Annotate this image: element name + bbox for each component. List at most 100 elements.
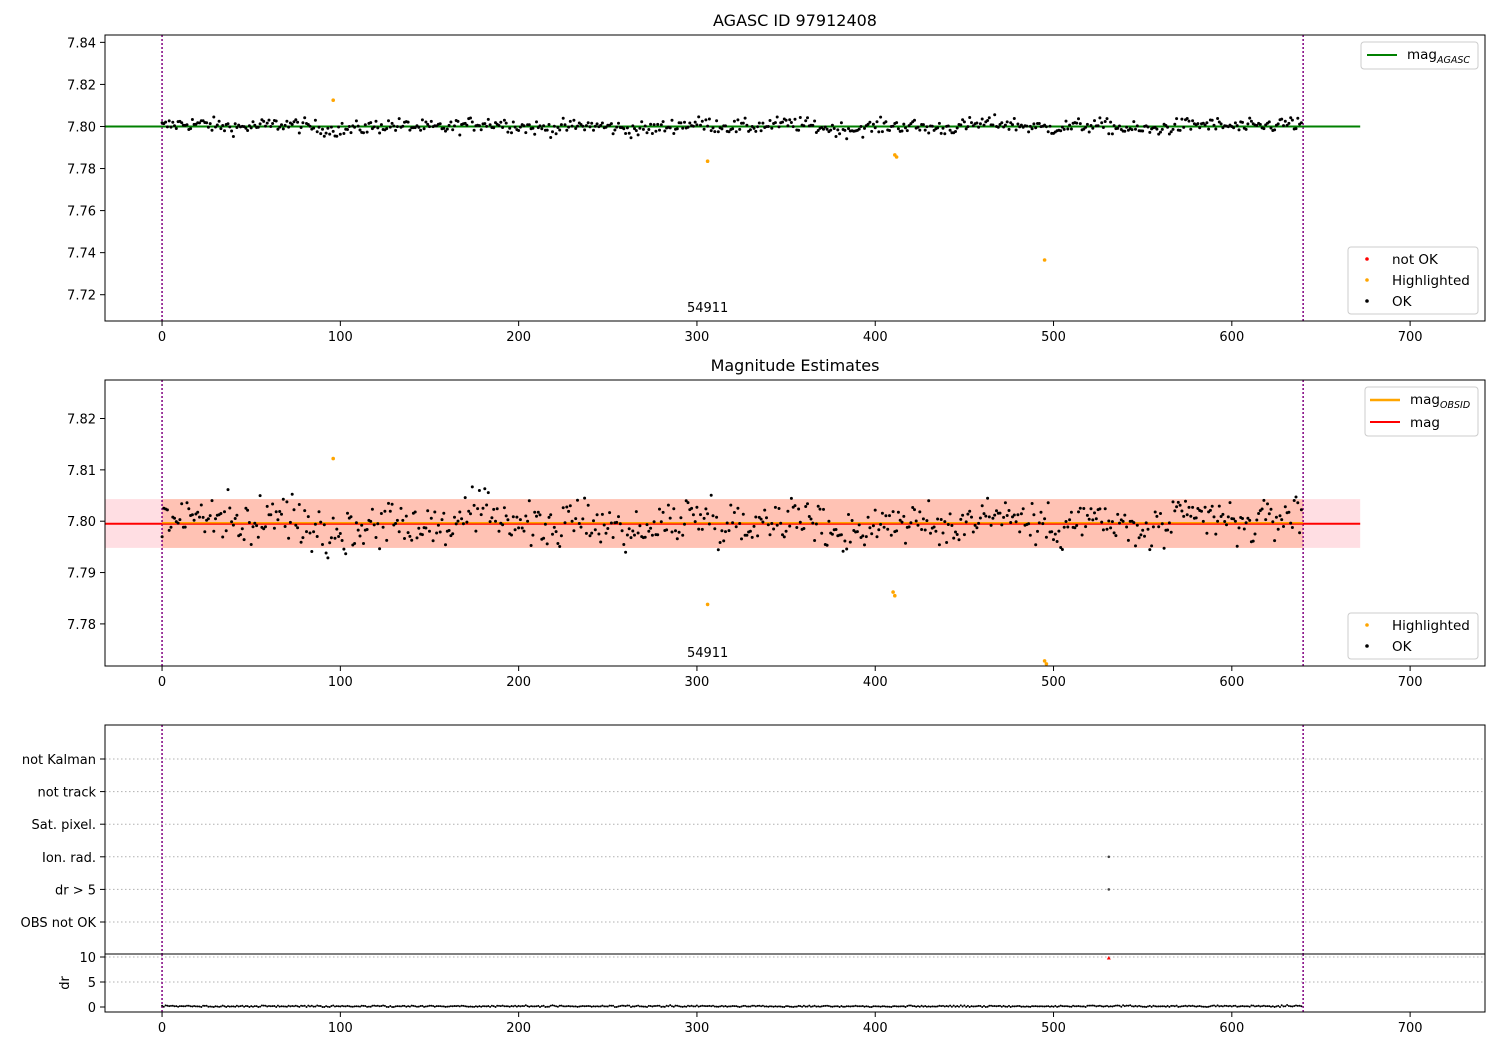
data-point-ok xyxy=(611,536,615,539)
dr-point xyxy=(1020,1005,1023,1008)
data-point-ok xyxy=(715,515,719,519)
dr-point xyxy=(765,1005,768,1008)
data-point-ok xyxy=(1134,544,1137,548)
data-point-ok xyxy=(968,509,972,513)
dr-point xyxy=(483,1005,486,1008)
data-point-ok xyxy=(980,504,984,508)
dr-point xyxy=(726,1005,729,1008)
data-point-ok xyxy=(722,539,726,543)
data-point-ok xyxy=(579,525,583,529)
data-point-ok xyxy=(973,523,977,527)
data-point-ok xyxy=(317,125,321,129)
dr-point xyxy=(1107,1005,1110,1008)
dr-point xyxy=(394,1005,397,1008)
data-point-ok xyxy=(836,128,840,132)
data-point-ok xyxy=(504,514,508,518)
data-point-ok xyxy=(839,121,843,125)
data-point-ok xyxy=(786,509,790,513)
dr-point xyxy=(904,1006,907,1008)
dr-point xyxy=(890,1006,893,1008)
dr-point xyxy=(410,1004,413,1007)
dr-point xyxy=(1300,1005,1303,1008)
data-point-ok xyxy=(278,510,282,513)
data-point-ok xyxy=(984,514,988,518)
dr-axis-label: dr xyxy=(58,976,73,990)
dr-point xyxy=(1204,1005,1207,1008)
data-point-ok xyxy=(1276,527,1280,531)
data-point-ok xyxy=(531,533,535,537)
dr-point xyxy=(740,1005,743,1008)
data-point-ok xyxy=(378,131,382,135)
dr-point xyxy=(478,1005,481,1008)
data-point-ok xyxy=(1173,122,1177,126)
data-point-ok xyxy=(438,122,442,126)
dr-point xyxy=(312,1005,315,1008)
dr-point xyxy=(430,1004,433,1007)
dr-point xyxy=(1056,1005,1059,1008)
data-point-ok xyxy=(308,124,312,128)
data-point-ok xyxy=(738,522,742,525)
data-point-ok xyxy=(376,522,380,526)
data-point-ok xyxy=(711,514,715,518)
dr-point xyxy=(1061,1005,1064,1008)
data-point-ok xyxy=(214,517,217,521)
dr-point xyxy=(590,1005,593,1008)
data-point-ok xyxy=(299,126,303,129)
dr-point xyxy=(521,1005,524,1007)
data-point-ok xyxy=(1237,128,1241,132)
data-point-ok xyxy=(183,525,187,529)
data-point-ok xyxy=(1039,510,1043,514)
dr-point xyxy=(756,1004,759,1007)
data-point-ok xyxy=(1244,127,1248,131)
data-point-ok xyxy=(1146,527,1150,531)
data-point-ok xyxy=(1205,531,1209,535)
data-point-ok xyxy=(404,514,408,518)
dr-point xyxy=(1147,1005,1149,1008)
data-point-ok xyxy=(1118,521,1121,525)
data-point-ok xyxy=(264,124,267,128)
dr-point xyxy=(578,1005,581,1008)
dr-point xyxy=(264,1004,267,1007)
data-point-ok xyxy=(1200,509,1203,513)
data-point-ok xyxy=(843,128,847,132)
data-point-ok xyxy=(927,499,931,503)
dr-point xyxy=(184,1005,187,1008)
data-point-ok xyxy=(1032,122,1036,126)
dr-point xyxy=(736,1005,739,1008)
dr-point xyxy=(940,1005,943,1008)
dr-point xyxy=(1259,1005,1262,1008)
data-point-ok xyxy=(1271,520,1275,524)
dr-point xyxy=(1134,1004,1137,1007)
dr-point xyxy=(1164,1005,1167,1008)
dr-point xyxy=(519,1005,522,1008)
data-point-ok xyxy=(499,120,503,124)
data-point-ok xyxy=(875,120,879,124)
dr-point xyxy=(949,1004,952,1007)
dr-point xyxy=(580,1005,582,1008)
data-point-ok xyxy=(590,531,594,535)
data-point-ok xyxy=(609,521,613,525)
data-point-ok xyxy=(813,119,817,123)
data-point-ok xyxy=(886,527,890,531)
data-point-ok xyxy=(752,126,756,130)
data-point-ok xyxy=(1210,504,1214,508)
data-point-ok xyxy=(185,501,189,505)
data-point-ok xyxy=(590,121,594,125)
data-point-ok xyxy=(1148,548,1152,552)
dr-point xyxy=(956,1005,959,1007)
data-point-ok xyxy=(1210,118,1214,122)
dr-point xyxy=(653,1005,656,1007)
dr-point xyxy=(979,1005,982,1007)
data-point-ok xyxy=(497,529,501,533)
data-point-ok xyxy=(538,124,542,128)
data-point-ok xyxy=(1059,129,1063,133)
data-point-ok xyxy=(647,529,651,533)
data-point-ok xyxy=(1105,527,1109,531)
dr-point xyxy=(433,1005,436,1008)
data-point-ok xyxy=(565,128,569,132)
dr-point xyxy=(309,1005,311,1008)
data-point-ok xyxy=(288,520,292,524)
dr-point xyxy=(1286,1004,1289,1006)
data-point-ok xyxy=(1046,130,1050,134)
dr-point xyxy=(539,1006,541,1008)
